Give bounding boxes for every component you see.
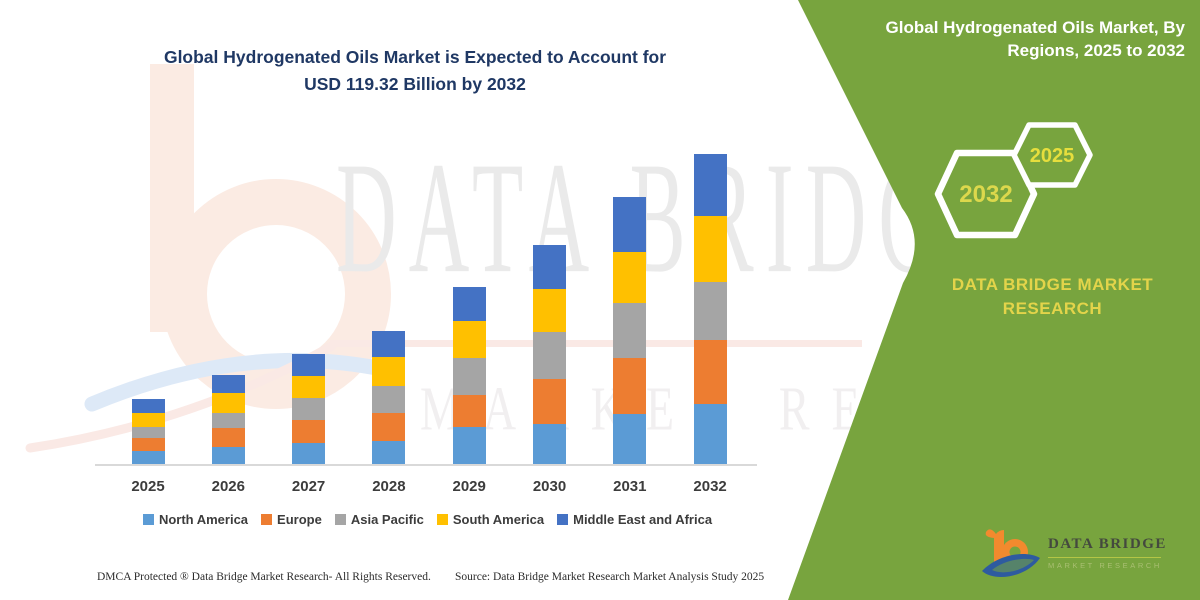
- brand-line2: RESEARCH: [1002, 299, 1103, 318]
- logo-name-text: DATA BRIDGE: [1048, 536, 1167, 552]
- x-axis-label-2031: 2031: [613, 478, 647, 495]
- hexagon-start-year-label: 2025: [1030, 145, 1075, 167]
- bar-segment-middle-east-and-africa: [131, 399, 165, 414]
- bar-segment-north-america: [613, 413, 647, 465]
- databridge-logo-icon: [982, 529, 1040, 578]
- legend-label: Middle East and Africa: [573, 512, 713, 527]
- stacked-bar-2029: [452, 286, 486, 465]
- bar-segment-europe: [452, 394, 486, 427]
- bar-segment-north-america: [693, 404, 727, 465]
- bar-segment-north-america: [131, 450, 165, 465]
- x-axis-label-2027: 2027: [291, 478, 326, 495]
- bar-segment-north-america: [533, 424, 566, 465]
- bar-segment-north-america: [292, 443, 326, 465]
- panel-heading-line2: Regions, 2025 to 2032: [1007, 41, 1185, 60]
- bar-segment-asia-pacific: [292, 397, 326, 421]
- legend-label: Asia Pacific: [350, 512, 424, 527]
- bar-segment-north-america: [372, 441, 406, 465]
- bar-segment-europe: [292, 420, 326, 444]
- legend-item-middle-east-and-africa: Middle East and Africa: [557, 512, 712, 527]
- legend-label: North America: [158, 512, 249, 527]
- bar-segment-europe: [131, 438, 165, 451]
- stacked-bar-2026: [211, 374, 245, 465]
- bar-segment-south-america: [613, 252, 647, 304]
- bar-segment-middle-east-and-africa: [693, 154, 727, 216]
- stacked-bar-2030: [533, 245, 566, 465]
- hexagon-start-year: [1011, 122, 1093, 188]
- x-axis-label-2032: 2032: [693, 478, 727, 495]
- x-axis-label-2026: 2026: [211, 478, 245, 495]
- logo-underline: [1048, 557, 1161, 558]
- stacked-bar-2028: [372, 330, 406, 465]
- stacked-bar-2025: [131, 399, 165, 465]
- legend-swatch: [334, 514, 346, 525]
- bar-segment-middle-east-and-africa: [533, 245, 566, 290]
- stacked-bar-2031: [613, 197, 647, 465]
- brand-line1: DATA BRIDGE MARKET: [951, 275, 1154, 294]
- bar-segment-asia-pacific: [131, 427, 165, 439]
- bar-segment-asia-pacific: [693, 281, 727, 340]
- bar-segment-middle-east-and-africa: [292, 354, 326, 377]
- stacked-bar-2027: [292, 354, 326, 465]
- panel-heading: Global Hydrogenated Oils Market, By Regi…: [815, 16, 1185, 62]
- bar-segment-middle-east-and-africa: [613, 197, 647, 253]
- brand-wordmark: DATA BRIDGE MARKET RESEARCH: [935, 273, 1170, 321]
- bar-segment-north-america: [211, 447, 245, 465]
- chart-legend: North America Europe Asia Pacific South Ame…: [95, 512, 760, 527]
- bar-segment-south-america: [211, 392, 245, 413]
- x-axis-label-2028: 2028: [372, 478, 406, 495]
- legend-label: South America: [452, 512, 545, 527]
- bar-segment-asia-pacific: [372, 386, 406, 414]
- legend-swatch: [142, 514, 154, 525]
- legend-item-north-america: North America: [142, 512, 249, 527]
- bar-segment-middle-east-and-africa: [372, 330, 406, 358]
- legend-item-south-america: South America: [436, 512, 545, 527]
- x-axis-line: [95, 464, 757, 466]
- bar-segment-south-america: [131, 413, 165, 428]
- bar-segment-south-america: [533, 289, 566, 332]
- bar-segment-south-america: [452, 321, 486, 359]
- bar-segment-south-america: [372, 357, 406, 387]
- bar-segment-middle-east-and-africa: [211, 374, 245, 393]
- bar-segment-europe: [372, 413, 406, 441]
- bar-segment-middle-east-and-africa: [452, 286, 486, 322]
- bar-segment-asia-pacific: [533, 331, 566, 380]
- chart-plot-area: 2025 2026 2027 2028 2029 2030 2031 2032: [131, 154, 727, 495]
- chart-title-line2: USD 119.32 Billion by 2032: [304, 74, 526, 94]
- chart-title: Global Hydrogenated Oils Market is Expec…: [115, 44, 715, 98]
- x-axis-label-2029: 2029: [452, 478, 486, 495]
- legend-label: Europe: [277, 512, 322, 527]
- bar-segment-south-america: [693, 215, 727, 282]
- bar-segment-asia-pacific: [211, 412, 245, 429]
- bar-segment-asia-pacific: [452, 358, 486, 395]
- x-axis-label-2030: 2030: [532, 478, 567, 495]
- bar-segment-europe: [211, 428, 245, 448]
- chart-title-line1: Global Hydrogenated Oils Market is Expec…: [163, 47, 667, 67]
- panel-heading-line1: Global Hydrogenated Oils Market, By: [885, 18, 1185, 37]
- logo-tagline-text: MARKET RESEARCH: [1048, 561, 1162, 570]
- bar-segment-south-america: [292, 376, 326, 398]
- legend-item-europe: Europe: [261, 512, 322, 527]
- stacked-bar-2032: [693, 154, 727, 465]
- bar-segment-asia-pacific: [613, 303, 647, 359]
- footer-dmca-text: DMCA Protected ® Data Bridge Market Rese…: [97, 571, 431, 583]
- legend-swatch: [557, 514, 569, 525]
- legend-swatch: [436, 514, 448, 525]
- bar-segment-north-america: [452, 426, 486, 465]
- bar-segment-europe: [533, 379, 566, 425]
- bar-segment-europe: [693, 339, 727, 405]
- bar-segment-europe: [613, 358, 647, 414]
- legend-item-asia-pacific: Asia Pacific: [334, 512, 424, 527]
- legend-swatch: [261, 514, 273, 525]
- footer-source-text: Source: Data Bridge Market Research Mark…: [455, 571, 765, 583]
- x-axis-label-2025: 2025: [131, 478, 165, 495]
